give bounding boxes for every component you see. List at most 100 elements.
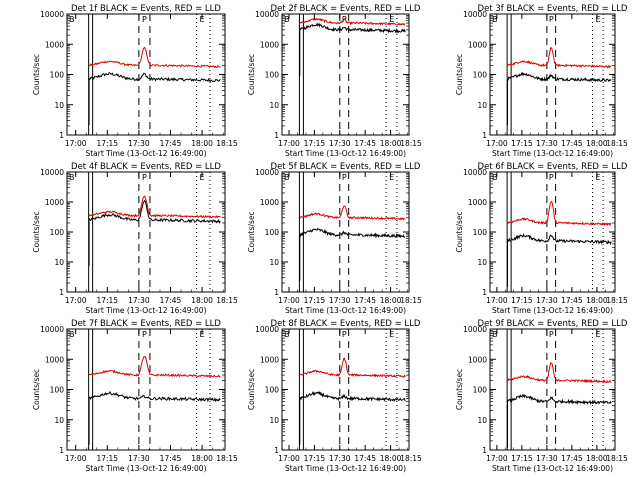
x-tick-label: 17:45 [561, 296, 583, 305]
lld-series-line [299, 17, 406, 26]
marker-b: B [69, 15, 75, 24]
x-tick-label: 17:00 [65, 296, 87, 305]
events-series-line [299, 227, 406, 281]
panel-title: Det 8f BLACK = Events, RED = LLD [271, 319, 421, 329]
y-tick-label: 1000 [468, 40, 487, 49]
panel-det-8: Det 8f BLACK = Events, RED = LLD 1 10 100 10… [247, 319, 422, 473]
x-axis-label: Start Time (13-Oct-12 16:49:00) [85, 149, 206, 158]
y-tick-label: 10 [477, 416, 487, 425]
panel-title: Det 9f BLACK = Events, RED = LLD [478, 319, 628, 329]
x-tick-label: 17:30 [128, 296, 150, 305]
lld-series-line [88, 356, 221, 378]
y-tick-label: 100 [265, 228, 280, 237]
x-tick-label: 17:15 [96, 454, 118, 463]
y-tick-label: 100 [265, 71, 280, 80]
panel-det-7: Det 7f BLACK = Events, RED = LLD 1 10 100 10… [32, 319, 238, 473]
x-tick-label: 17:00 [486, 296, 508, 305]
lld-series-line [299, 357, 406, 378]
x-tick-label: 17:00 [278, 454, 300, 463]
y-axis-label: Counts/sec [455, 369, 464, 410]
marker-peak: P [142, 173, 147, 182]
lld-series-line [88, 195, 221, 219]
x-tick-label: 18:15 [216, 139, 238, 148]
y-tick-label: 1 [59, 446, 64, 455]
x-axis-label: Start Time (13-Oct-12 16:49:00) [492, 464, 613, 473]
y-axis-label: Counts/sec [32, 211, 41, 252]
x-tick-label: 17:30 [329, 296, 351, 305]
panel-title: Det 3f BLACK = Events, RED = LLD [478, 4, 628, 14]
marker-peak: P [342, 173, 347, 182]
y-tick-label: 1 [59, 131, 64, 140]
y-tick-label: 1 [59, 288, 64, 297]
events-series-line [507, 71, 612, 126]
y-tick-label: 10000 [255, 10, 279, 19]
y-tick-label: 10000 [40, 325, 64, 334]
y-tick-label: 1000 [260, 355, 279, 364]
lld-series-line [507, 200, 612, 227]
marker-e: E [200, 173, 205, 182]
x-tick-label: 17:15 [511, 139, 533, 148]
x-axis-label: Start Time (13-Oct-12 16:49:00) [285, 149, 406, 158]
events-series-line [507, 393, 612, 448]
y-axis-label: Counts/sec [247, 54, 256, 95]
marker-e: E [200, 15, 205, 24]
x-tick-label: 17:45 [354, 454, 376, 463]
panel-det-9: Det 9f BLACK = Events, RED = LLD 1 10 100 10… [455, 319, 628, 473]
marker-e: E [596, 173, 601, 182]
y-tick-label: 1 [482, 288, 487, 297]
y-axis-label: Counts/sec [32, 369, 41, 410]
x-tick-label: 17:30 [128, 139, 150, 148]
marker-b: B [284, 15, 290, 24]
y-tick-label: 10 [54, 258, 64, 267]
y-tick-label: 1000 [45, 355, 64, 364]
marker-e: E [596, 330, 601, 339]
events-series-line [88, 199, 221, 266]
y-tick-label: 1 [274, 288, 279, 297]
y-tick-label: 10 [477, 101, 487, 110]
x-tick-label: 17:30 [329, 454, 351, 463]
x-tick-label: 18:00 [586, 139, 608, 148]
x-tick-label: 18:00 [191, 454, 213, 463]
y-tick-label: 100 [473, 228, 488, 237]
x-axis-label: Start Time (13-Oct-12 16:49:00) [492, 306, 613, 315]
y-tick-label: 10 [54, 416, 64, 425]
x-tick-label: 17:30 [536, 454, 558, 463]
y-axis-label: Counts/sec [455, 211, 464, 252]
y-tick-label: 10 [269, 258, 279, 267]
x-tick-label: 18:15 [400, 296, 422, 305]
x-tick-label: 17:30 [329, 139, 351, 148]
plot-frame [281, 171, 410, 293]
panel-title: Det 7f BLACK = Events, RED = LLD [71, 319, 221, 329]
panel-det-5: Det 5f BLACK = Events, RED = LLD 1 10 100 10… [247, 162, 422, 315]
x-tick-label: 18:00 [380, 139, 402, 148]
x-tick-label: 18:00 [380, 296, 402, 305]
x-tick-label: 17:00 [65, 139, 87, 148]
marker-e: E [389, 15, 394, 24]
marker-peak: P [549, 330, 554, 339]
x-tick-label: 18:00 [586, 296, 608, 305]
y-tick-label: 1 [274, 446, 279, 455]
y-tick-label: 1000 [45, 198, 64, 207]
y-tick-label: 1000 [260, 198, 279, 207]
panel-title: Det 6f BLACK = Events, RED = LLD [478, 162, 628, 172]
y-tick-label: 10 [269, 101, 279, 110]
x-tick-label: 17:45 [561, 454, 583, 463]
lld-series-line [507, 361, 612, 384]
panel-title: Det 5f BLACK = Events, RED = LLD [271, 162, 421, 172]
marker-b: B [69, 173, 75, 182]
y-axis-label: Counts/sec [455, 54, 464, 95]
x-tick-label: 18:15 [400, 454, 422, 463]
plot-frame [66, 171, 226, 293]
events-series-line [88, 72, 221, 126]
x-axis-label: Start Time (13-Oct-12 16:49:00) [85, 306, 206, 315]
x-tick-label: 17:45 [160, 139, 182, 148]
x-tick-label: 18:15 [606, 139, 628, 148]
plot-frame [489, 328, 616, 451]
x-axis-label: Start Time (13-Oct-12 16:49:00) [285, 306, 406, 315]
panel-det-6: Det 6f BLACK = Events, RED = LLD 1 10 100 10… [455, 162, 628, 315]
y-tick-label: 1000 [468, 355, 487, 364]
y-tick-label: 10000 [40, 10, 64, 19]
y-tick-label: 1000 [45, 40, 64, 49]
y-axis-label: Counts/sec [247, 211, 256, 252]
x-tick-label: 17:15 [304, 454, 326, 463]
